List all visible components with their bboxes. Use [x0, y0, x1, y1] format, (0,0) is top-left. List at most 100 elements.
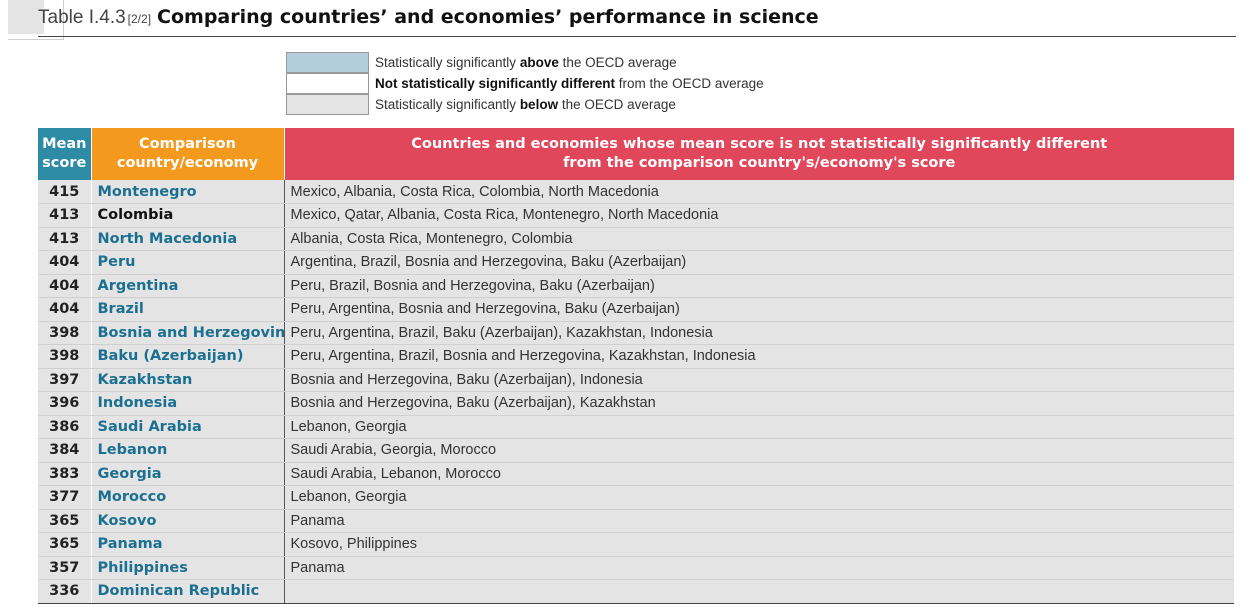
- table-row: 365 Kosovo Panama: [38, 509, 1234, 533]
- header-country-line1: Comparison: [139, 136, 236, 152]
- not-different-list-cell: Kosovo, Philippines: [284, 532, 1234, 557]
- table-row: 404 Peru Argentina, Brazil, Bosnia and Her…: [38, 250, 1234, 275]
- table-row: 377 Morocco Lebanon, Georgia: [38, 485, 1234, 510]
- table-row: 383 Georgia Saudi Arabia, Lebanon, Morocco: [38, 462, 1234, 486]
- not-different-list-cell: Peru, Argentina, Brazil, Bosnia and Herz…: [284, 344, 1234, 369]
- country-cell: Kosovo: [91, 509, 285, 533]
- country-cell: Dominican Republic: [91, 579, 285, 604]
- not-different-list-cell: Bosnia and Herzegovina, Baku (Azerbaijan…: [284, 391, 1234, 416]
- page-title: Comparing countries’ and economies’ perf…: [157, 6, 819, 28]
- table-row: 398 Baku (Azerbaijan) Peru, Argentina, Bra…: [38, 344, 1234, 369]
- header-list-line1: Countries and economies whose mean score…: [411, 136, 1108, 152]
- country-cell: Bosnia and Herzegovina: [91, 321, 285, 345]
- mean-score-cell: 384: [38, 438, 92, 463]
- country-cell: Peru: [91, 250, 285, 275]
- not-different-list-cell: Saudi Arabia, Lebanon, Morocco: [284, 462, 1234, 486]
- table-row: 397 Kazakhstan Bosnia and Herzegovina, Bak…: [38, 368, 1234, 392]
- not-different-list-cell: Panama: [284, 509, 1234, 533]
- table-row: 398 Bosnia and Herzegovina Peru, Argentina…: [38, 321, 1234, 345]
- mean-score-cell: 336: [38, 579, 92, 604]
- not-different-list-cell: [284, 579, 1234, 604]
- legend-label-above: Statistically significantly above the OE…: [375, 55, 677, 70]
- legend-swatch-same: [286, 73, 369, 94]
- header-comparison-country: Comparison country/economy: [90, 128, 285, 180]
- table-row: 336 Dominican Republic: [38, 579, 1234, 604]
- table-part: [2/2]: [127, 12, 152, 26]
- legend-text-after: the OECD average: [558, 97, 676, 112]
- country-cell: Brazil: [91, 297, 285, 322]
- table-row: 396 Indonesia Bosnia and Herzegovina, Baku…: [38, 391, 1234, 416]
- mean-score-cell: 404: [38, 274, 92, 298]
- legend-item-above: Statistically significantly above the OE…: [286, 52, 764, 73]
- legend-text-bold: Not statistically significantly differen…: [375, 76, 616, 91]
- country-cell: Indonesia: [91, 391, 285, 416]
- corner-decoration: [8, 0, 64, 40]
- legend: Statistically significantly above the OE…: [286, 52, 764, 115]
- mean-score-cell: 404: [38, 250, 92, 275]
- header-mean-score-line2: score: [42, 155, 87, 171]
- not-different-list-cell: Lebanon, Georgia: [284, 485, 1234, 510]
- mean-score-cell: 365: [38, 532, 92, 557]
- mean-score-cell: 404: [38, 297, 92, 322]
- corner-decoration-fill: [8, 0, 44, 34]
- mean-score-cell: 397: [38, 368, 92, 392]
- legend-item-same: Not statistically significantly differen…: [286, 73, 764, 94]
- mean-score-cell: 398: [38, 321, 92, 345]
- table-row: 357 Philippines Panama: [38, 556, 1234, 580]
- country-cell: Lebanon: [91, 438, 285, 463]
- not-different-list-cell: Peru, Argentina, Bosnia and Herzegovina,…: [284, 297, 1234, 322]
- not-different-list-cell: Mexico, Albania, Costa Rica, Colombia, N…: [284, 180, 1234, 204]
- not-different-list-cell: Lebanon, Georgia: [284, 415, 1234, 439]
- header-mean-score: Mean score: [38, 128, 91, 180]
- table-row: 404 Brazil Peru, Argentina, Bosnia and Her…: [38, 297, 1234, 322]
- country-cell: Baku (Azerbaijan): [91, 344, 285, 369]
- not-different-list-cell: Saudi Arabia, Georgia, Morocco: [284, 438, 1234, 463]
- not-different-list-cell: Mexico, Qatar, Albania, Costa Rica, Mont…: [284, 203, 1234, 228]
- legend-text-after: from the OECD average: [615, 76, 764, 91]
- header-country-line2: country/economy: [116, 155, 259, 171]
- legend-label-same: Not statistically significantly differen…: [375, 76, 764, 91]
- header-not-different-list: Countries and economies whose mean score…: [284, 128, 1234, 180]
- country-cell: Morocco: [91, 485, 285, 510]
- mean-score-cell: 415: [38, 180, 92, 204]
- legend-swatch-above: [286, 52, 369, 73]
- mean-score-cell: 383: [38, 462, 92, 486]
- country-cell: Saudi Arabia: [91, 415, 285, 439]
- table-row: 413 Colombia Mexico, Qatar, Albania, Costa…: [38, 203, 1234, 228]
- country-cell: Philippines: [91, 556, 285, 580]
- table-row: 413 North Macedonia Albania, Costa Rica, M…: [38, 227, 1234, 251]
- mean-score-cell: 377: [38, 485, 92, 510]
- country-cell: Georgia: [91, 462, 285, 486]
- not-different-list-cell: Bosnia and Herzegovina, Baku (Azerbaijan…: [284, 368, 1234, 392]
- table-header-row: Mean score Comparison country/economy Coun…: [38, 128, 1234, 180]
- table-number: Table I.4.3: [38, 7, 126, 28]
- table-row: 365 Panama Kosovo, Philippines: [38, 532, 1234, 557]
- comparison-table: Mean score Comparison country/economy Coun…: [38, 128, 1234, 604]
- legend-text-after: the OECD average: [558, 55, 677, 70]
- legend-label-below: Statistically significantly below the OE…: [375, 97, 676, 112]
- header-list-line2: from the comparison country's/economy's …: [563, 155, 956, 171]
- not-different-list-cell: Peru, Argentina, Brazil, Baku (Azerbaija…: [284, 321, 1234, 345]
- table-row: 415 Montenegro Mexico, Albania, Costa Rica…: [38, 180, 1234, 204]
- table-row: 386 Saudi Arabia Lebanon, Georgia: [38, 415, 1234, 439]
- country-cell: North Macedonia: [91, 227, 285, 251]
- legend-item-below: Statistically significantly below the OE…: [286, 94, 764, 115]
- country-cell: Panama: [91, 532, 285, 557]
- table-title: Table I.4.3 [2/2] Comparing countries’ and…: [38, 6, 1236, 37]
- country-cell: Kazakhstan: [91, 368, 285, 392]
- mean-score-cell: 365: [38, 509, 92, 533]
- legend-text-bold: above: [519, 55, 559, 70]
- not-different-list-cell: Peru, Brazil, Bosnia and Herzegovina, Ba…: [284, 274, 1234, 298]
- not-different-list-cell: Argentina, Brazil, Bosnia and Herzegovin…: [284, 250, 1234, 275]
- table-row: 404 Argentina Peru, Brazil, Bosnia and Her…: [38, 274, 1234, 298]
- country-cell: Colombia: [91, 203, 285, 228]
- legend-text-bold: below: [519, 97, 559, 112]
- mean-score-cell: 396: [38, 391, 92, 416]
- legend-text-before: Statistically significantly: [375, 97, 520, 112]
- legend-text-before: Statistically significantly: [375, 55, 520, 70]
- not-different-list-cell: Albania, Costa Rica, Montenegro, Colombi…: [284, 227, 1234, 251]
- mean-score-cell: 413: [38, 227, 92, 251]
- country-cell: Argentina: [91, 274, 285, 298]
- mean-score-cell: 413: [38, 203, 92, 228]
- mean-score-cell: 357: [38, 556, 92, 580]
